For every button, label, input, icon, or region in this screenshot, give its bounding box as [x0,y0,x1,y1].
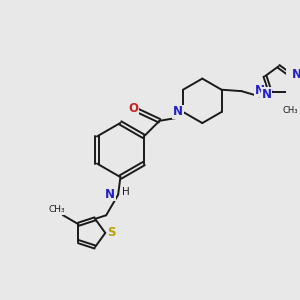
Text: O: O [128,102,138,115]
Text: H: H [122,188,130,197]
Text: CH₃: CH₃ [48,206,65,214]
Text: N: N [255,83,265,97]
Text: S: S [107,226,116,239]
Text: CH₃: CH₃ [282,106,298,116]
Text: N: N [105,188,115,201]
Text: N: N [262,88,272,101]
Text: N: N [292,68,300,81]
Text: N: N [173,105,183,118]
